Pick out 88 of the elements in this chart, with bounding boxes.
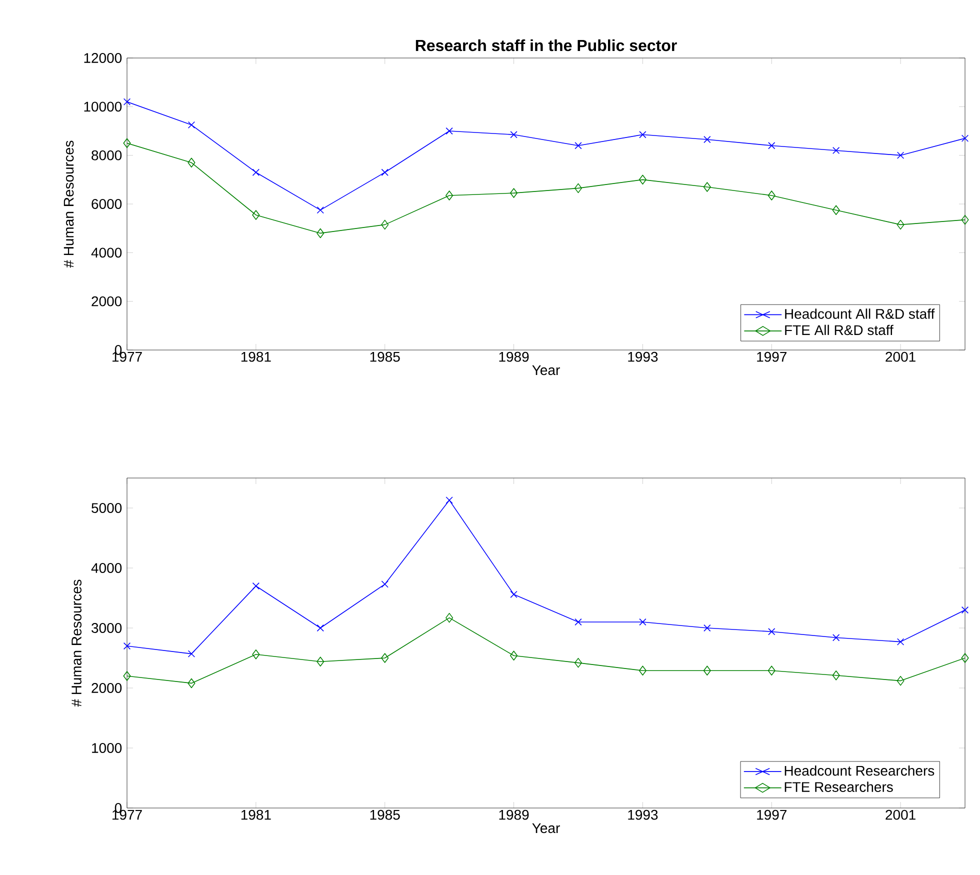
point: [768, 628, 776, 636]
point: [768, 666, 776, 676]
x-tick-label: 1997: [757, 810, 786, 820]
y-tick-label: 3000: [92, 623, 122, 633]
x-tick-label: 1997: [757, 352, 786, 362]
x-tick-label: 2001: [886, 352, 916, 362]
point: [188, 121, 196, 128]
point: [381, 168, 388, 176]
point: [703, 182, 711, 192]
y-tick-label: 8000: [92, 150, 122, 160]
point: [768, 142, 776, 150]
x-axis-title: Year: [532, 823, 560, 834]
point: [832, 634, 840, 642]
chart-title: Research staff in the Public sector: [416, 39, 677, 52]
point: [316, 624, 324, 632]
x-tick-label: 1989: [499, 810, 529, 820]
point: [832, 146, 840, 154]
x-tick-label: 1985: [370, 352, 400, 362]
x-tick-label: 1993: [628, 810, 658, 820]
x-tick-label: 1981: [241, 810, 271, 820]
point: [574, 618, 582, 626]
point: [510, 131, 518, 138]
y-tick-label: 10000: [84, 102, 122, 112]
point: [123, 671, 131, 681]
legend-label: FTE All R&D staff: [785, 324, 894, 336]
point: [896, 220, 904, 230]
point: [188, 650, 196, 658]
point: [832, 205, 840, 215]
point: [574, 142, 582, 150]
point: [638, 666, 646, 676]
legend-label: Headcount All R&D staff: [785, 308, 935, 319]
point: [316, 656, 324, 667]
x-tick-label: 2001: [886, 810, 916, 820]
point: [703, 666, 711, 676]
y-tick-label: 5000: [92, 503, 122, 513]
y-tick-label: 2000: [92, 683, 122, 693]
point: [961, 214, 969, 225]
point: [123, 138, 131, 148]
point: [381, 580, 388, 588]
legend-label: Headcount Researchers: [784, 765, 934, 776]
x-tick-label: 1993: [628, 352, 658, 362]
point: [252, 210, 260, 220]
x-tick-label: 1981: [241, 352, 271, 362]
y-tick-label: 4000: [91, 248, 122, 258]
point: [510, 650, 518, 661]
point: [316, 206, 324, 214]
point: [381, 653, 389, 663]
point: [252, 168, 260, 176]
point: [704, 624, 711, 632]
point: [123, 642, 131, 650]
point: [252, 650, 260, 660]
point: [446, 612, 454, 623]
point: [446, 190, 454, 200]
x-tick-label: 1989: [499, 352, 529, 362]
point: [961, 134, 969, 142]
x-tick-label: 1985: [370, 810, 400, 820]
point: [768, 190, 776, 200]
x-axis-title: Year: [532, 365, 560, 376]
y-tick-label: 12000: [84, 53, 122, 63]
point: [446, 127, 453, 135]
point: [574, 658, 582, 668]
y-axis-title: # Human Resources: [72, 580, 82, 707]
point: [188, 158, 196, 168]
y-tick-label: 4000: [91, 563, 122, 573]
point: [638, 174, 646, 185]
point: [639, 618, 646, 626]
y-tick-label: 1000: [92, 743, 122, 753]
y-tick-label: 6000: [92, 199, 122, 209]
y-axis-title: # Human Resources: [64, 140, 74, 268]
point: [961, 606, 969, 614]
point: [832, 670, 840, 680]
point: [896, 676, 904, 686]
point: [961, 653, 969, 663]
point: [446, 496, 453, 504]
point: [510, 188, 518, 198]
point: [188, 678, 196, 688]
legend-label: FTE Researchers: [784, 782, 893, 792]
point: [896, 152, 904, 159]
point: [574, 183, 582, 194]
point: [252, 582, 260, 590]
point: [123, 98, 131, 106]
point: [510, 590, 518, 598]
y-tick-label: 2000: [92, 296, 122, 306]
point: [639, 131, 646, 138]
point: [316, 228, 324, 238]
point: [704, 136, 711, 144]
point: [896, 638, 904, 646]
point: [381, 220, 389, 230]
